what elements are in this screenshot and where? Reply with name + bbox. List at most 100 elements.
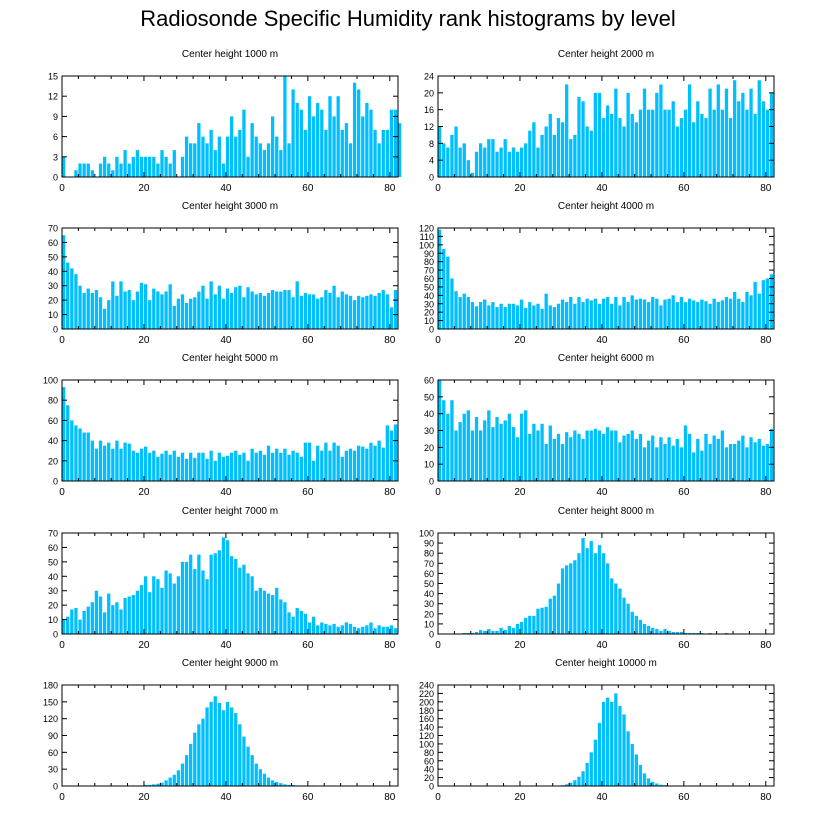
x-tick-label: 40 [596, 487, 608, 498]
histogram-bar [540, 423, 544, 481]
y-tick-label: 60 [48, 543, 58, 553]
histogram-bar [246, 460, 250, 481]
histogram-bar [143, 156, 148, 177]
histogram-bar [593, 298, 598, 329]
histogram-bar [184, 755, 189, 786]
histogram-bar [438, 126, 442, 177]
histogram-bar [143, 446, 148, 481]
histogram-bar [646, 440, 651, 481]
histogram-bar [291, 450, 295, 481]
histogram-bar [94, 448, 99, 481]
histogram-panel-6: Center height 6000 m 0 20 40 60 80 0 10 20 30 40 50… [424, 353, 775, 498]
histogram-bar [316, 625, 320, 634]
histogram-bar [365, 295, 369, 329]
y-tick-label: 20 [424, 443, 434, 453]
x-tick-label: 0 [59, 335, 65, 346]
histogram-bar [634, 754, 638, 786]
histogram-bar [180, 452, 185, 481]
histogram-bar [474, 306, 479, 329]
histogram-bar [246, 287, 250, 329]
y-tick-label: 20 [48, 296, 58, 306]
histogram-bar [687, 433, 692, 481]
y-tick-label: 50 [424, 392, 434, 402]
panel-title: Center height 9000 m [182, 658, 278, 669]
histogram-bar [765, 443, 770, 481]
y-tick-label: 9 [53, 112, 58, 122]
histogram-bar [524, 410, 528, 481]
histogram-bar [556, 303, 561, 329]
histogram-bar [283, 290, 287, 329]
x-tick-label: 60 [302, 183, 314, 194]
histogram-bar [495, 630, 499, 634]
histogram-bar [373, 295, 377, 329]
histogram-bar [270, 116, 275, 177]
histogram-bar [189, 452, 193, 481]
panel-title: Center height 10000 m [555, 658, 657, 669]
histogram-bar [205, 579, 209, 634]
histogram-bar [552, 438, 557, 481]
histogram-bar [614, 430, 618, 481]
y-tick-label: 6 [53, 132, 58, 142]
y-tick-label: 16 [424, 105, 434, 115]
histogram-bar [659, 784, 663, 786]
histogram-bar [164, 570, 168, 634]
histogram-bar [287, 290, 291, 329]
histogram-bar [524, 617, 528, 634]
histogram-bar [638, 764, 643, 786]
y-tick-label: 50 [424, 282, 434, 292]
x-tick-label: 20 [138, 640, 150, 651]
histogram-bar [749, 295, 753, 329]
histogram-bar [622, 597, 626, 634]
histogram-bar [532, 423, 536, 481]
histogram-bar [552, 595, 557, 634]
histogram-bar [499, 423, 503, 481]
y-tick-label: 60 [424, 569, 434, 579]
histogram-bar [478, 629, 483, 634]
histogram-bar [172, 774, 176, 786]
histogram-bar [242, 109, 246, 177]
histogram-bar [152, 576, 156, 634]
histogram-bar [626, 433, 630, 481]
histogram-bar [601, 701, 606, 786]
histogram-bar [377, 625, 381, 634]
histogram-bar [365, 625, 369, 634]
histogram-bar [642, 623, 647, 634]
histogram-bar [295, 608, 299, 634]
histogram-bar [671, 295, 675, 329]
histogram-bar [659, 84, 663, 177]
histogram-bar [651, 109, 655, 177]
histogram-bar [107, 300, 111, 329]
histogram-bar [532, 305, 536, 329]
histogram-bar [266, 777, 271, 786]
histogram-bar [270, 780, 275, 786]
histogram-bar [720, 300, 725, 329]
histogram-bar [720, 109, 725, 177]
histogram-bar [540, 607, 544, 634]
y-tick-label: 30 [424, 599, 434, 609]
histogram-bar [74, 170, 78, 177]
histogram-bar [123, 150, 127, 177]
histogram-bar [90, 440, 94, 481]
histogram-bar [675, 302, 679, 329]
histogram-bar [446, 256, 450, 329]
histogram-bar [160, 587, 164, 634]
histogram-bar [127, 596, 131, 634]
histogram-bar [593, 553, 598, 634]
histogram-bar [123, 597, 127, 634]
y-tick-label: 0 [429, 782, 434, 792]
histogram-bar [683, 425, 688, 481]
histogram-bar [357, 295, 361, 329]
histogram-bar [515, 151, 520, 177]
histogram-bar [291, 616, 295, 634]
histogram-bar [606, 697, 610, 787]
histogram-bar [712, 298, 716, 329]
y-tick-label: 20 [424, 609, 434, 619]
histogram-bar [634, 122, 638, 177]
x-tick-label: 60 [302, 487, 314, 498]
histogram-bar [373, 445, 377, 481]
histogram-bar [283, 602, 287, 634]
histogram-bar [733, 443, 737, 481]
histogram-bar [213, 553, 217, 634]
y-tick-label: 30 [424, 299, 434, 309]
